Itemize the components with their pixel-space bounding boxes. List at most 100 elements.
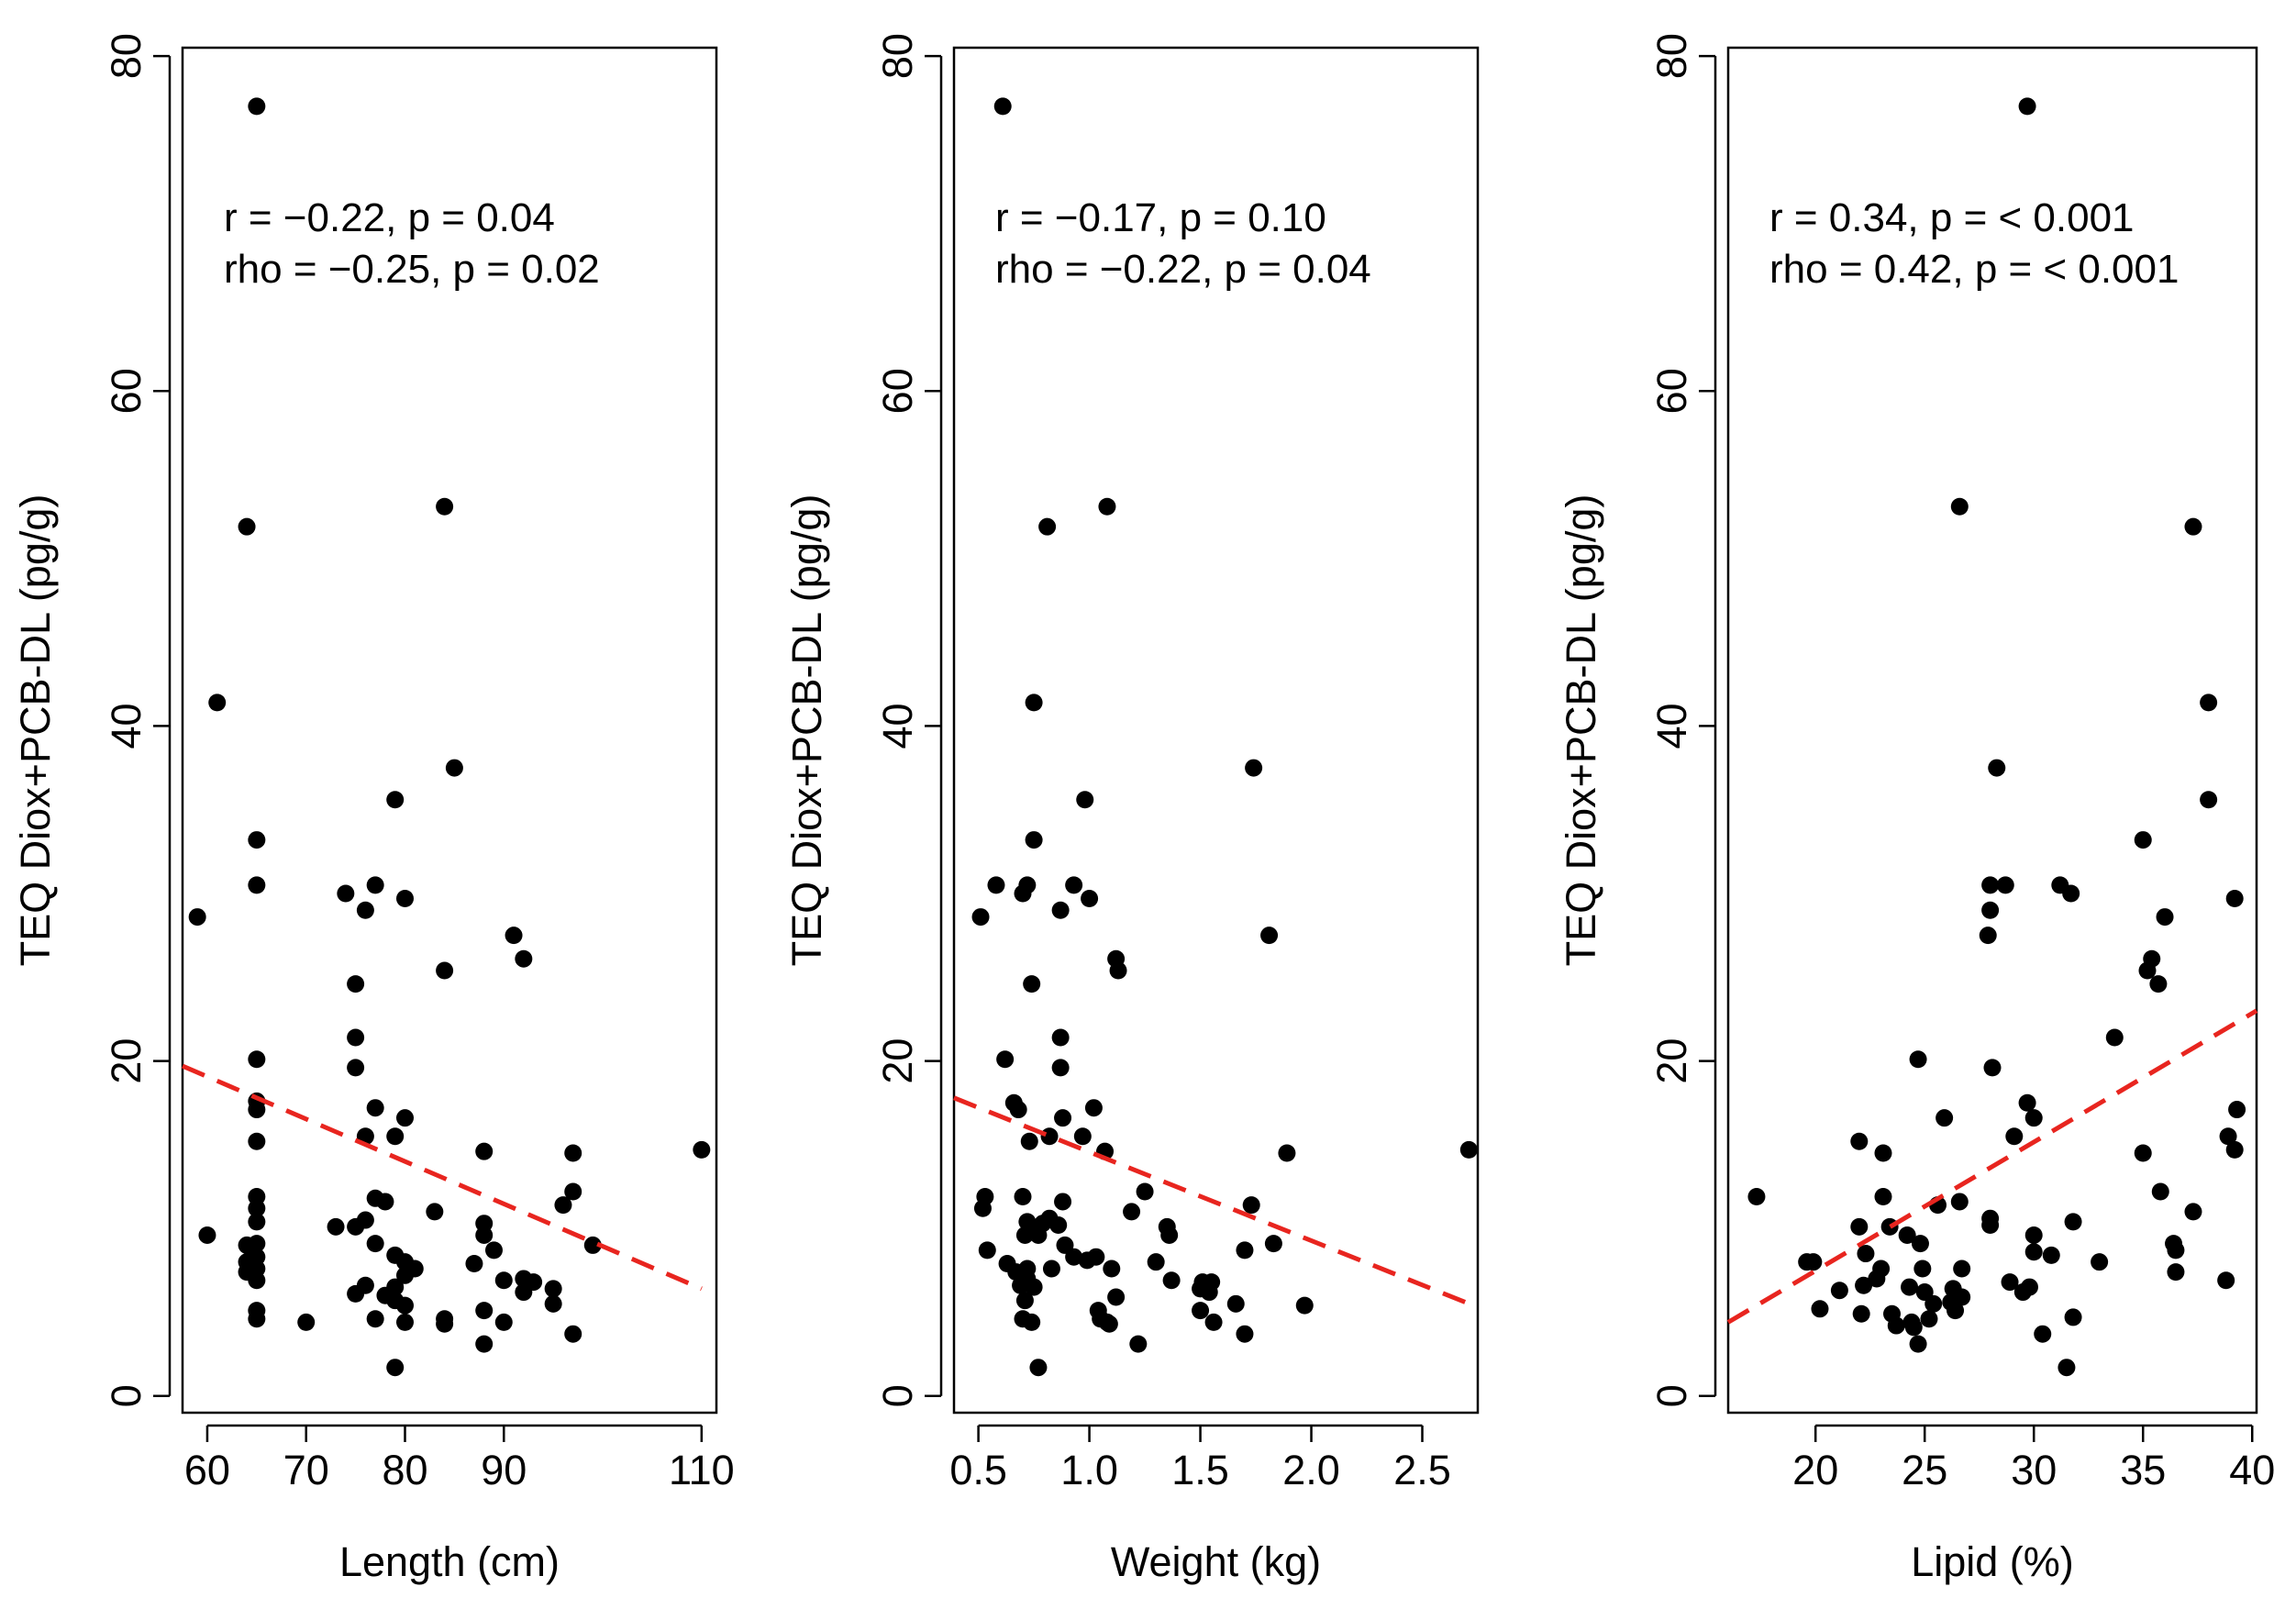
data-point: [396, 1266, 414, 1284]
data-point: [2034, 1325, 2052, 1343]
x-tick-label: 35: [2120, 1447, 2166, 1493]
data-point: [445, 759, 463, 777]
regression-fit-line: [182, 1063, 703, 1292]
data-point: [248, 1101, 266, 1119]
data-point: [2134, 1144, 2152, 1162]
data-point: [1200, 1283, 1218, 1302]
data-point: [1950, 497, 1969, 516]
data-point: [554, 1196, 572, 1215]
spearman-annotation: rho = −0.22, p = 0.04: [995, 247, 1371, 292]
data-point: [544, 1294, 562, 1313]
data-point: [564, 1182, 582, 1201]
x-tick-label: 2.5: [1393, 1447, 1451, 1493]
spearman-annotation: rho = 0.42, p = < 0.001: [1769, 247, 2179, 292]
data-point: [1911, 1235, 1929, 1253]
y-axis-title: TEQ Diox+PCB-DL (pg/g): [12, 494, 59, 967]
data-point: [1920, 1310, 1938, 1328]
data-point: [564, 1144, 582, 1162]
data-point: [1909, 1050, 1927, 1069]
data-point: [1042, 1260, 1060, 1278]
x-tick-label: 0.5: [949, 1447, 1007, 1493]
y-tick-label: 80: [1648, 33, 1695, 79]
x-tick-label: 1.0: [1060, 1447, 1118, 1493]
data-point: [386, 1359, 405, 1377]
data-point: [2058, 1359, 2076, 1377]
data-point: [248, 1050, 266, 1069]
data-point: [1950, 1193, 1969, 1211]
data-point: [1014, 1187, 1032, 1205]
data-point: [1804, 1253, 1823, 1271]
data-point: [2024, 1243, 2043, 1261]
data-point: [2001, 1273, 2019, 1292]
x-axis-title: Length (cm): [339, 1538, 560, 1585]
data-point: [2005, 1127, 2024, 1146]
data-point: [2013, 1283, 2032, 1302]
y-tick-label: 60: [874, 368, 921, 414]
data-point: [188, 908, 206, 927]
data-point: [248, 97, 266, 116]
data-point: [1012, 1276, 1030, 1294]
data-point: [1073, 1127, 1092, 1146]
pearson-annotation: r = −0.17, p = 0.10: [995, 195, 1326, 240]
data-point: [347, 1284, 365, 1303]
data-point: [515, 949, 533, 968]
data-point: [396, 889, 414, 907]
panel-length: 60 70 80 90 110 0 20 40 60 80 Length (cm) TEQ Diox+…: [12, 33, 735, 1585]
data-point: [494, 1313, 513, 1331]
data-point: [1051, 1059, 1070, 1077]
regression-fit-line: [953, 1095, 1479, 1310]
data-point: [1020, 1132, 1038, 1150]
data-point: [1029, 1226, 1048, 1244]
data-point: [366, 1099, 384, 1117]
data-point: [1236, 1241, 1254, 1260]
data-point: [2064, 1308, 2082, 1326]
x-axis-title: Lipid (%): [1911, 1538, 2074, 1585]
data-point: [1953, 1260, 1971, 1278]
data-point: [1264, 1235, 1282, 1253]
data-point: [2228, 1101, 2246, 1119]
x-tick-label: 30: [2011, 1447, 2057, 1493]
data-point: [248, 1213, 266, 1231]
y-axis-title: TEQ Diox+PCB-DL (pg/g): [783, 494, 830, 967]
data-point: [386, 1127, 405, 1146]
data-point: [1078, 1251, 1096, 1270]
data-point: [327, 1217, 345, 1236]
data-point: [2167, 1263, 2185, 1282]
data-point: [1065, 876, 1083, 894]
data-point: [465, 1255, 483, 1273]
data-point: [1868, 1270, 1886, 1288]
data-point: [987, 876, 1005, 894]
data-point: [426, 1203, 444, 1221]
data-point: [1850, 1217, 1869, 1236]
plot-frame: [1726, 46, 2258, 1415]
data-point: [2134, 831, 2152, 849]
data-point: [1981, 876, 2000, 894]
x-tick-label: 25: [1902, 1447, 1947, 1493]
spearman-annotation: rho = −0.25, p = 0.02: [224, 247, 600, 292]
data-point: [2149, 975, 2168, 993]
data-point: [564, 1325, 582, 1343]
data-point: [1023, 1313, 1041, 1331]
data-point: [2064, 1213, 2082, 1231]
x-tick-label: 1.5: [1171, 1447, 1229, 1493]
data-point: [1160, 1226, 1179, 1244]
data-point: [1025, 694, 1043, 712]
data-point: [544, 1280, 562, 1298]
data-point: [1242, 1196, 1260, 1215]
panel-lipid: 20 25 30 35 40 0 20 40 60 80 Lipid (%) TEQ Diox+PCB…: [1558, 33, 2275, 1585]
y-tick-label: 40: [103, 703, 150, 749]
data-point: [583, 1236, 602, 1254]
data-point: [1025, 831, 1043, 849]
y-tick-label: 60: [1648, 368, 1695, 414]
x-tick-label: 40: [2229, 1447, 2275, 1493]
data-point: [1103, 1260, 1121, 1278]
data-point: [1996, 876, 2014, 894]
data-point: [2138, 961, 2157, 980]
data-point: [2042, 1246, 2060, 1264]
data-point: [436, 1315, 454, 1333]
y-tick-label: 0: [874, 1384, 921, 1407]
data-point: [1015, 1226, 1034, 1244]
plot-frame: [952, 46, 1480, 1415]
data-point: [436, 497, 454, 516]
data-point: [386, 791, 405, 809]
